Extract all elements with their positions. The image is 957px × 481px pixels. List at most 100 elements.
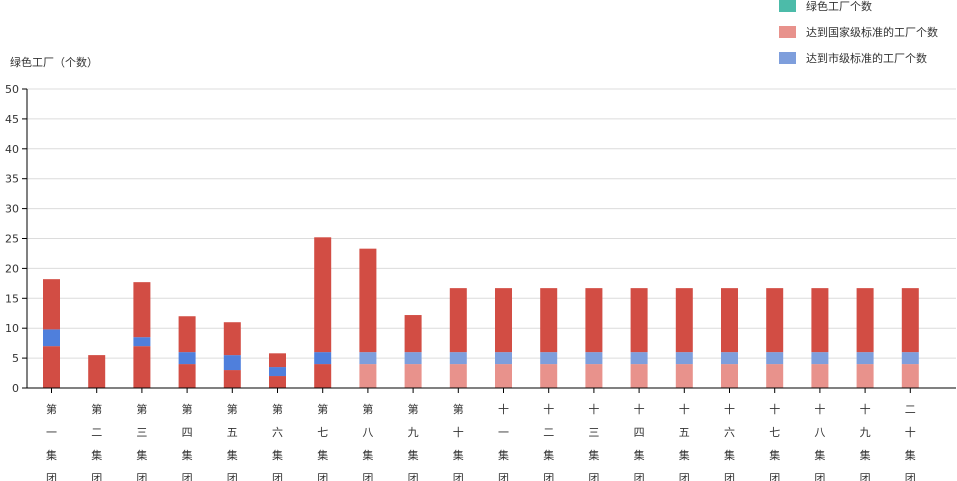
bar-segment — [540, 288, 558, 353]
bar-segment — [675, 364, 693, 388]
bar-segment — [811, 288, 829, 353]
x-tick-label: 第三集团 — [136, 402, 147, 481]
bar-segment — [359, 352, 377, 365]
legend-swatch — [779, 0, 796, 12]
x-tick-label: 十二集团 — [543, 402, 554, 481]
y-tick-label: 50 — [5, 83, 19, 96]
bar-segment — [133, 346, 151, 388]
x-tick-label: 第五集团 — [227, 402, 238, 481]
bar-segment — [43, 346, 60, 388]
bar-segment — [449, 364, 467, 388]
bar-segment — [178, 364, 196, 388]
bar-segment — [811, 364, 829, 388]
y-tick-label: 5 — [12, 352, 19, 365]
y-tick-label: 20 — [5, 262, 19, 275]
bar-segment — [721, 364, 738, 388]
bar-segment — [495, 364, 512, 388]
bar-segment — [630, 288, 648, 353]
bar-segment — [675, 288, 693, 353]
bar-segment — [540, 364, 558, 388]
bar-segment — [630, 364, 648, 388]
legend-label: 达到国家级标准的工厂个数 — [806, 25, 938, 39]
bar-segment — [269, 367, 286, 377]
x-tick-label: 第六集团 — [272, 402, 283, 481]
legend-label: 绿色工厂个数 — [806, 0, 872, 13]
bar-segment — [223, 322, 241, 356]
x-tick-label: 十四集团 — [634, 402, 645, 481]
x-tick-label: 第八集团 — [362, 402, 373, 481]
y-tick-label: 40 — [5, 143, 19, 156]
bar-segment — [585, 352, 603, 365]
bar-segment — [404, 315, 422, 353]
x-tick-label: 第七集团 — [317, 402, 328, 481]
bar-segment — [495, 288, 512, 353]
x-tick-label: 第九集团 — [408, 402, 419, 481]
x-tick-label: 十三集团 — [588, 402, 599, 481]
x-tick-label: 第四集团 — [182, 402, 193, 481]
x-tick-label: 十九集团 — [860, 402, 871, 481]
x-tick-label: 十一集团 — [498, 402, 509, 481]
bar-segment — [223, 370, 241, 388]
bar-segment — [178, 352, 196, 365]
bar-segment — [675, 352, 693, 365]
y-axis-label: 绿色工厂（个数） — [10, 55, 98, 69]
x-tick-label: 第二集团 — [91, 402, 102, 481]
bar-segment — [585, 364, 603, 388]
bar-segment — [404, 352, 422, 365]
bar-segment — [766, 288, 784, 353]
bar-segment — [495, 352, 512, 365]
bar-segment — [133, 282, 151, 338]
bar-segment — [901, 364, 919, 388]
y-tick-label: 25 — [5, 233, 19, 246]
bar-segment — [449, 352, 467, 365]
bar-segment — [766, 352, 784, 365]
bar-segment — [901, 352, 919, 365]
bar-segment — [43, 279, 60, 330]
bar-segment — [449, 288, 467, 353]
bar-segment — [223, 355, 241, 371]
bar-segment — [856, 352, 874, 365]
bar-segment — [721, 352, 738, 365]
bar-segment — [585, 288, 603, 353]
x-tick-label: 十八集团 — [814, 402, 825, 481]
legend-label: 达到市级标准的工厂个数 — [806, 51, 927, 65]
x-tick-label: 二十集团 — [905, 403, 916, 481]
bar-segment — [88, 355, 106, 388]
legend-swatch — [779, 26, 796, 38]
bar-segment — [359, 248, 377, 353]
bar-segment — [314, 237, 332, 353]
bar-segment — [901, 288, 919, 353]
bar-segment — [314, 352, 332, 365]
x-tick-label: 十六集团 — [724, 402, 735, 481]
x-tick-label: 十七集团 — [769, 402, 780, 481]
x-tick-label: 第十集团 — [453, 402, 464, 481]
y-tick-label: 45 — [5, 113, 19, 126]
y-tick-label: 30 — [5, 203, 19, 216]
bar-segment — [766, 364, 784, 388]
bar-segment — [314, 364, 332, 388]
bar-segment — [178, 316, 196, 353]
y-tick-label: 0 — [12, 382, 19, 395]
bar-segment — [269, 353, 286, 368]
axes: 0 5 10 15 20 25 30 35 40 45 50 第一集团 第二集团 第三集团 第四集团 第五集团… — [5, 83, 956, 481]
bar-segment — [630, 352, 648, 365]
bar-segment — [359, 364, 377, 388]
x-tick-label: 第一集团 — [46, 402, 57, 481]
y-tick-label: 15 — [5, 292, 19, 305]
bar-segment — [404, 364, 422, 388]
bar-segment — [811, 352, 829, 365]
bar-segment — [721, 288, 738, 353]
bar-segment — [269, 376, 286, 388]
legend-swatch — [779, 52, 796, 64]
y-tick-label: 35 — [5, 173, 19, 186]
bars — [43, 237, 919, 388]
x-tick-label: 十五集团 — [679, 402, 690, 481]
y-tick-label: 10 — [5, 322, 19, 335]
bar-segment — [43, 329, 60, 347]
bar-segment — [856, 288, 874, 353]
bar-segment — [856, 364, 874, 388]
bar-segment — [540, 352, 558, 365]
bar-segment — [133, 337, 151, 347]
